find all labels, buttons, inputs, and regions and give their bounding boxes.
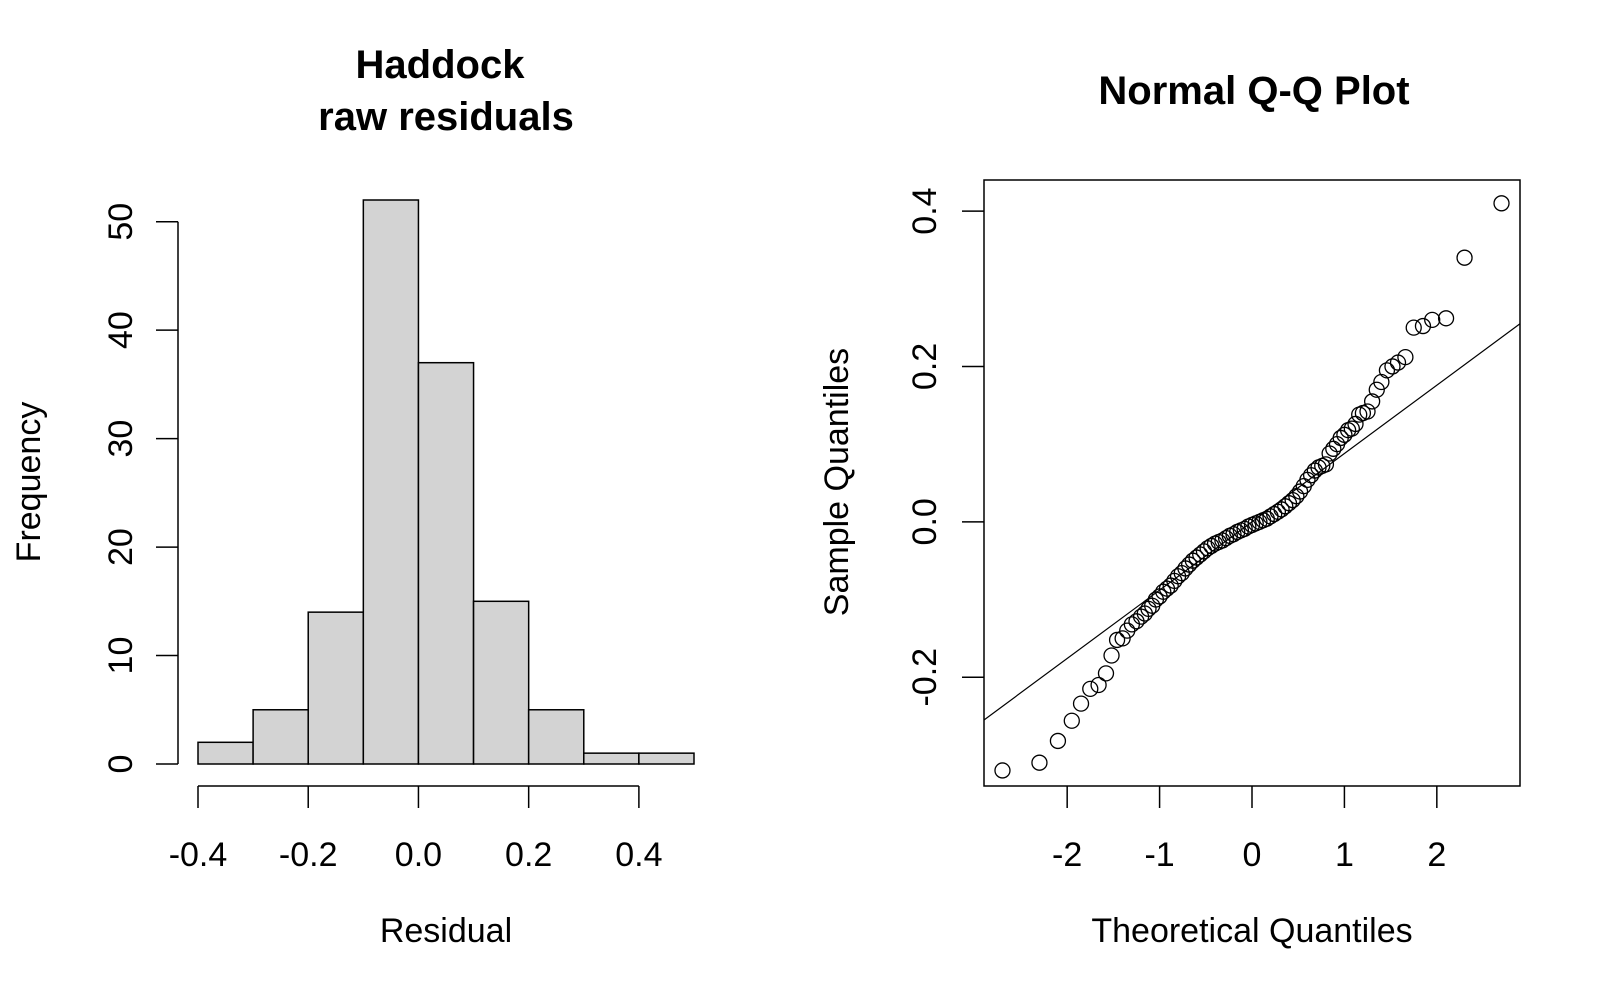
qq-point bbox=[994, 762, 1011, 779]
qq-point bbox=[1378, 362, 1396, 379]
histogram-y-tick-label: 30 bbox=[102, 420, 140, 458]
qq-x-tick-label: -1 bbox=[1144, 836, 1174, 874]
histogram-y-axis-label: Frequency bbox=[10, 402, 48, 563]
qq-x-tick-label: 0 bbox=[1243, 836, 1262, 874]
qq-x-axis-label: Theoretical Quantiles bbox=[1091, 912, 1412, 950]
histogram-y-axis: 0 10 20 30 40 50 bbox=[102, 203, 179, 774]
qq-point bbox=[1359, 403, 1376, 420]
histogram-subtitle: raw residuals bbox=[318, 95, 574, 139]
qq-point bbox=[1049, 732, 1067, 750]
histogram-x-axis: -0.4 -0.2 0.0 0.2 0.4 bbox=[169, 785, 663, 874]
histogram-y-tick-label: 0 bbox=[102, 755, 140, 774]
histogram-bar bbox=[197, 741, 254, 765]
qq-point bbox=[1397, 348, 1414, 366]
histogram-x-tick-label: -0.4 bbox=[169, 836, 228, 874]
qq-point bbox=[1405, 319, 1422, 336]
qq-point bbox=[1119, 622, 1136, 639]
qq-point bbox=[1414, 317, 1432, 335]
qq-point bbox=[1368, 381, 1385, 398]
qq-point bbox=[1343, 420, 1360, 437]
histogram-bars bbox=[197, 199, 695, 765]
qq-plot-panel: Normal Q-Q Plot -0.2 0.0 0.2 0.4 -2 -1 0 1 2 Th… bbox=[818, 69, 1521, 950]
qq-point bbox=[1090, 676, 1107, 694]
qq-x-axis: -2 -1 0 1 2 bbox=[1052, 786, 1446, 874]
qq-x-tick-label: 2 bbox=[1427, 836, 1446, 874]
histogram-y-tick-label: 50 bbox=[102, 203, 140, 241]
histogram-x-tick-label: 0.4 bbox=[615, 836, 662, 874]
qq-y-axis-label: Sample Quantiles bbox=[818, 348, 856, 616]
qq-point bbox=[1097, 665, 1115, 682]
histogram-x-tick-label: -0.2 bbox=[279, 836, 338, 874]
histogram-y-tick-label: 40 bbox=[102, 311, 140, 349]
qq-point bbox=[1317, 456, 1335, 473]
qq-point bbox=[1456, 249, 1473, 266]
histogram-x-axis-label: Residual bbox=[380, 912, 512, 950]
qq-point bbox=[1063, 712, 1080, 729]
qq-point bbox=[1103, 647, 1120, 664]
qq-point bbox=[1031, 754, 1048, 771]
qq-point bbox=[1384, 358, 1401, 375]
histogram-bar bbox=[527, 709, 585, 765]
qq-y-tick-label: 0.0 bbox=[906, 498, 944, 545]
qq-y-axis: -0.2 0.0 0.2 0.4 bbox=[906, 187, 984, 707]
qq-point bbox=[1424, 311, 1441, 328]
histogram-x-tick-label: 0.2 bbox=[505, 836, 552, 874]
qq-x-tick-label: -2 bbox=[1052, 836, 1082, 874]
qq-y-tick-label: -0.2 bbox=[906, 648, 944, 707]
qq-point bbox=[1203, 537, 1220, 555]
histogram-title: Haddock bbox=[356, 43, 526, 87]
histogram-bar bbox=[307, 611, 365, 765]
histogram-bar bbox=[252, 709, 309, 765]
qq-plot-title: Normal Q-Q Plot bbox=[1098, 69, 1409, 113]
qq-point bbox=[1236, 520, 1253, 537]
qq-point bbox=[1114, 630, 1131, 647]
histogram-y-tick-label: 20 bbox=[102, 528, 140, 566]
histogram-y-tick-label: 10 bbox=[102, 637, 140, 675]
histogram-bar bbox=[417, 361, 475, 765]
qq-y-tick-label: 0.4 bbox=[906, 187, 944, 234]
histogram-bar bbox=[362, 199, 420, 765]
qq-point bbox=[1437, 310, 1455, 327]
qq-point bbox=[1082, 680, 1099, 698]
qq-point bbox=[1072, 695, 1090, 712]
qq-point bbox=[1225, 526, 1242, 543]
histogram-bar bbox=[472, 600, 530, 765]
qq-point bbox=[1493, 195, 1510, 212]
histogram-bar bbox=[583, 752, 640, 765]
qq-point bbox=[1291, 483, 1309, 500]
histogram-x-tick-label: 0.0 bbox=[395, 836, 442, 874]
qq-x-tick-label: 1 bbox=[1335, 836, 1354, 874]
histogram-bar bbox=[638, 752, 695, 765]
qq-point bbox=[1363, 393, 1381, 410]
qq-y-tick-label: 0.2 bbox=[906, 343, 944, 390]
qq-points bbox=[994, 195, 1510, 779]
